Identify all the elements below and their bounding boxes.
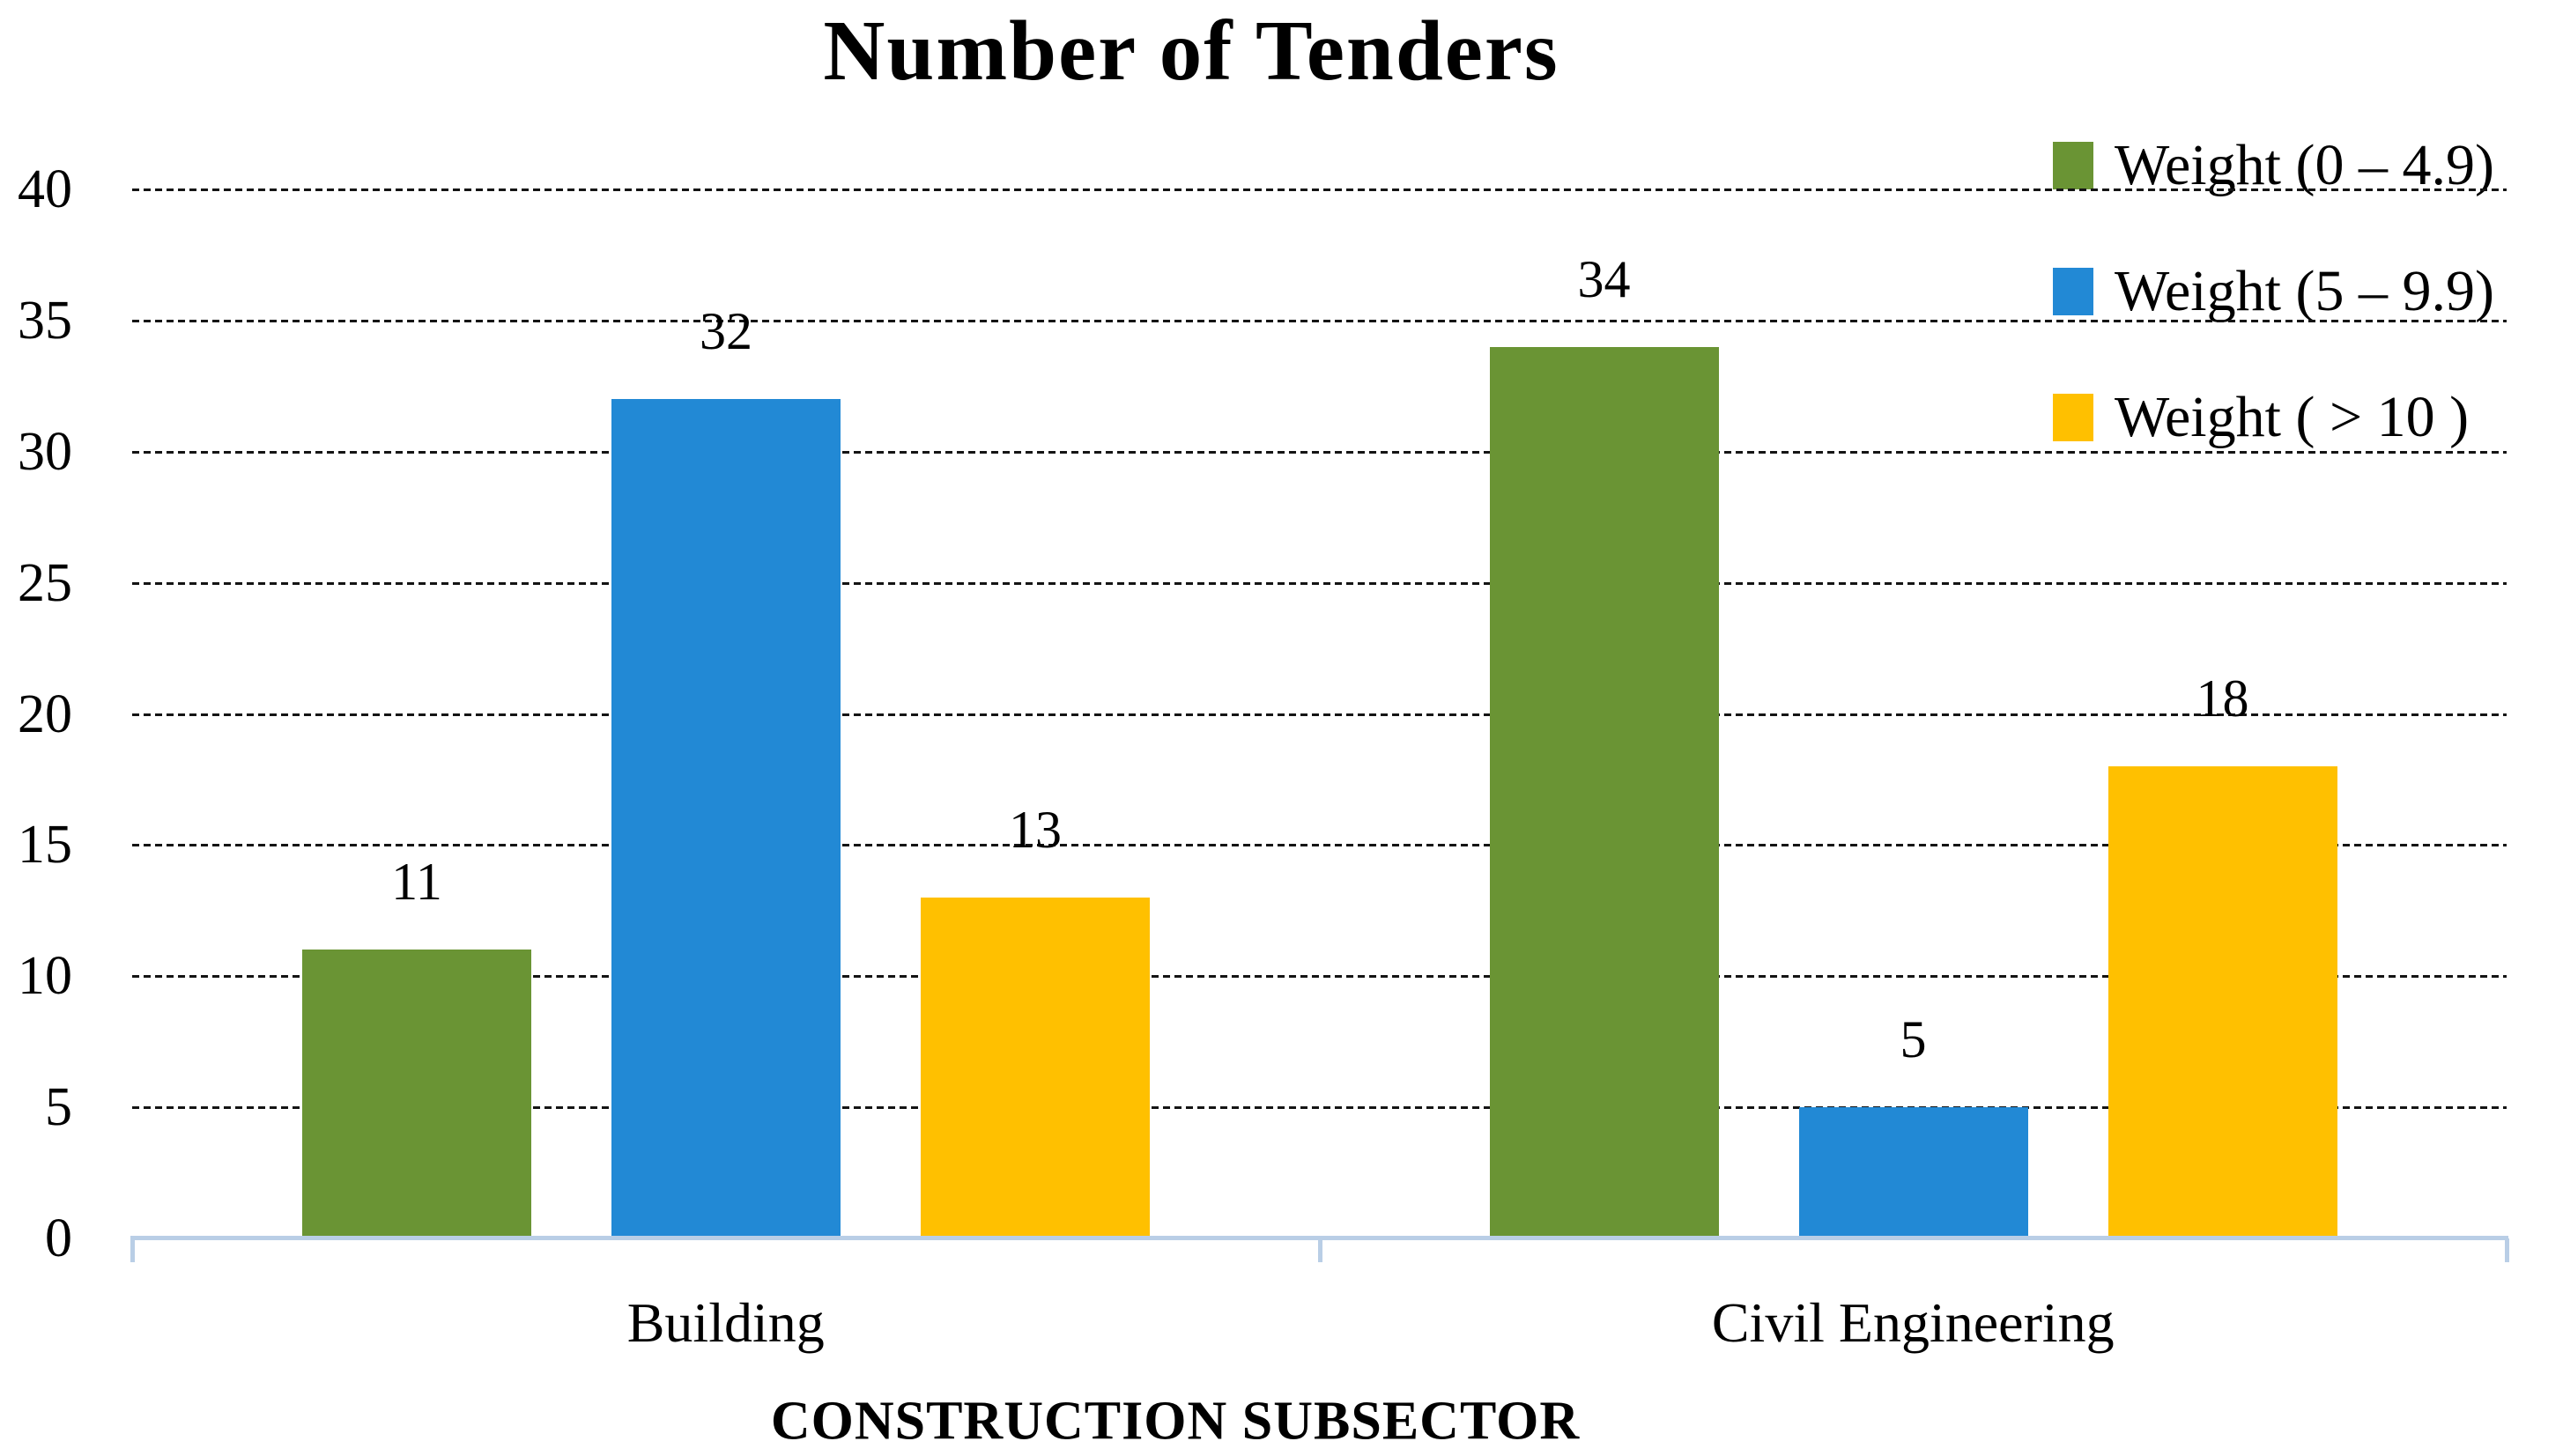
y-axis: 0 5 10 15 20 25 30 35 40 [0, 162, 72, 1266]
legend: Weight (0 – 4.9) Weight (5 – 9.9) Weight (… [2053, 130, 2494, 508]
x-axis-tick [130, 1238, 135, 1262]
legend-item: Weight (5 – 9.9) [2053, 256, 2494, 327]
y-axis-tick-label: 30 [18, 421, 72, 482]
bar-value-label: 32 [700, 302, 752, 361]
legend-swatch-icon [2053, 394, 2093, 441]
x-axis-tick [1317, 1238, 1322, 1262]
bar-civil-engineering-weight-10 [2107, 766, 2337, 1238]
bar-value-label: 13 [1009, 800, 1062, 859]
gridline [132, 713, 2507, 716]
x-axis-tick [2505, 1238, 2509, 1262]
legend-swatch-icon [2053, 142, 2093, 189]
bar-civil-engineering-weight-5-9.9 [1798, 1107, 2028, 1238]
bar-civil-engineering-weight-0-4.9 [1489, 346, 1719, 1238]
legend-label: Weight (5 – 9.9) [2115, 259, 2494, 323]
x-axis-category-label-building: Building [626, 1291, 825, 1354]
bar-value-label: 5 [1900, 1010, 1927, 1069]
bar-building-weight-0-4.9 [302, 950, 531, 1238]
bar-building-weight-10 [921, 897, 1150, 1238]
chart-title: Number of Tenders [823, 4, 1559, 98]
gridline [132, 581, 2507, 585]
y-axis-tick-label: 25 [18, 552, 72, 613]
x-axis-line [130, 1236, 2508, 1240]
bar-value-label: 34 [1577, 249, 1631, 308]
gridline [132, 844, 2507, 847]
bar-building-weight-5-9.9 [611, 399, 841, 1238]
y-axis-tick-label: 0 [45, 1208, 72, 1268]
y-axis-tick-label: 10 [18, 946, 72, 1007]
x-axis-title: CONSTRUCTION SUBSECTOR [770, 1391, 1581, 1452]
legend-item: Weight ( > 10 ) [2053, 382, 2494, 453]
y-axis-tick-label: 40 [18, 159, 72, 219]
y-axis-tick-label: 5 [45, 1077, 72, 1138]
gridline [132, 319, 2507, 322]
gridline [132, 975, 2507, 979]
y-axis-tick-label: 35 [18, 290, 72, 351]
legend-swatch-icon [2053, 268, 2093, 315]
plot-area: 11 32 13 34 5 18 [130, 188, 2509, 1262]
legend-label: Weight (0 – 4.9) [2115, 133, 2494, 197]
y-axis-tick-label: 15 [18, 815, 72, 876]
gridline [132, 450, 2507, 454]
bar-value-label: 18 [2196, 669, 2249, 728]
x-axis-category-label-civil-engineering: Civil Engineering [1711, 1291, 2115, 1354]
gridline [132, 188, 2507, 191]
legend-label: Weight ( > 10 ) [2115, 385, 2470, 449]
y-axis-tick-label: 20 [18, 684, 72, 744]
bar-value-label: 11 [391, 853, 442, 912]
legend-item: Weight (0 – 4.9) [2053, 130, 2494, 201]
gridline [132, 1106, 2507, 1110]
